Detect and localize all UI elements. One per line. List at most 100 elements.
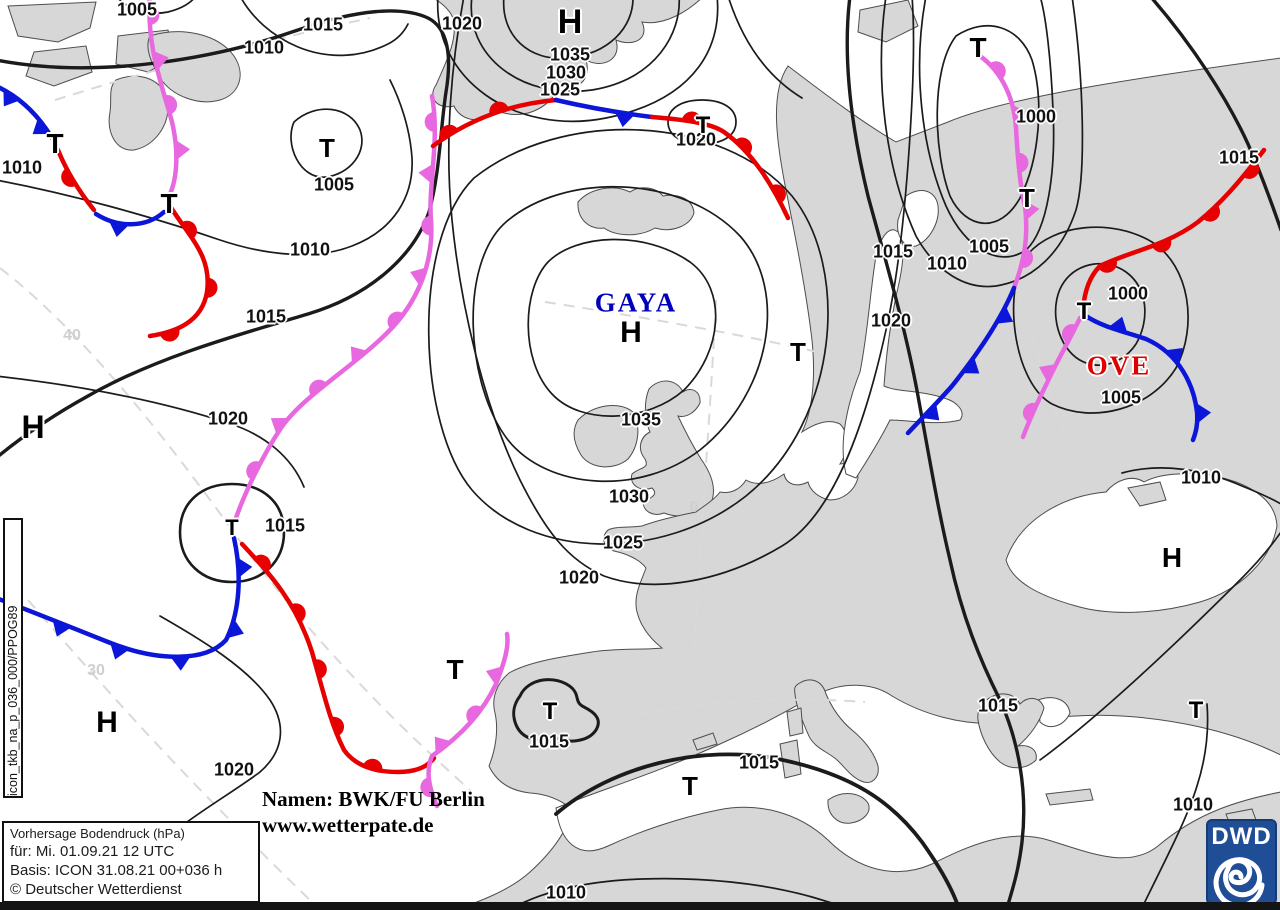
isobar-1010 xyxy=(241,0,409,57)
land-svalbard xyxy=(108,75,169,151)
dwd-logo: DWD xyxy=(1206,819,1277,909)
front-symbol-bump xyxy=(206,277,218,298)
low-pressure-marker: T xyxy=(682,771,698,801)
land-arctic-island xyxy=(7,1,97,43)
land-sardinia xyxy=(779,739,802,779)
pressure-label: 1015 xyxy=(245,306,287,327)
land-balearic xyxy=(692,732,718,751)
pressure-label: 1015 xyxy=(528,731,570,752)
isobar-line xyxy=(1039,531,1280,761)
low-pressure-marker: T xyxy=(319,133,335,163)
product-id-label: icon_tkb_na_p_036_000/PPOG89 xyxy=(6,605,20,796)
isobar-1010 xyxy=(0,79,413,256)
land-italy xyxy=(794,679,879,783)
isobar-1005 xyxy=(1012,226,1189,414)
front-symbol-bump xyxy=(164,94,178,115)
isobar-1010 xyxy=(1121,467,1280,505)
pressure-label: 1015 xyxy=(738,752,780,773)
low-pressure-marker: T xyxy=(542,698,558,725)
land-crimea xyxy=(1127,481,1167,507)
front-symbol-bump xyxy=(181,220,197,239)
front-layer xyxy=(0,0,1267,809)
front-symbol-bump xyxy=(1061,324,1077,343)
isobar-1035 xyxy=(502,0,634,60)
info-model-basis: Basis: ICON 31.08.21 00+036 h xyxy=(10,862,223,879)
front-symbol-tri xyxy=(1196,403,1212,424)
isobar-1010 xyxy=(880,0,1084,288)
pressure-label: 1010 xyxy=(1180,467,1222,488)
isobar-1020 xyxy=(0,375,305,488)
land-greenland xyxy=(432,0,701,121)
land-ireland xyxy=(573,405,639,468)
front-symbol-bump xyxy=(489,101,509,115)
high-pressure-marker: H xyxy=(96,706,118,739)
pressure-label: 1020 xyxy=(213,759,255,780)
pressure-label: 1005 xyxy=(313,174,355,195)
front-symbol-tri xyxy=(237,557,253,578)
graticule-label: 0 xyxy=(689,499,699,516)
graticule-line xyxy=(635,698,866,715)
bottom-border-strip xyxy=(0,902,1280,910)
front-symbol-bump xyxy=(439,124,459,140)
land-britain xyxy=(631,380,714,517)
low-pressure-marker: T xyxy=(790,337,806,367)
sea-black-sea xyxy=(1005,473,1278,613)
graticule-layer xyxy=(0,17,1069,910)
front-symbol-tri xyxy=(485,666,503,686)
front-cold xyxy=(553,97,655,120)
low-pressure-marker: T xyxy=(969,32,987,63)
land-sicily xyxy=(827,793,870,824)
front-occluded xyxy=(147,0,179,201)
info-copyright: © Deutscher Wetterdienst xyxy=(10,881,182,898)
front-symbol-bump xyxy=(1020,248,1034,268)
isobar-1015 xyxy=(845,0,1026,910)
front-symbol-tri xyxy=(410,267,427,287)
front-occluded xyxy=(233,93,438,521)
credits-website: www.wetterpate.de xyxy=(262,813,434,838)
isobar-1015 xyxy=(178,482,286,584)
front-symbol-tri xyxy=(922,403,940,421)
pressure-label: 1005 xyxy=(116,0,158,20)
front-symbol-tri xyxy=(170,656,191,671)
graticule-line xyxy=(27,599,321,910)
isobar-1020 xyxy=(447,0,915,586)
low-pressure-marker: T xyxy=(46,128,64,159)
sea-white-sea xyxy=(897,190,939,247)
front-symbol-tri xyxy=(1108,316,1128,334)
high-pressure-marker: H xyxy=(21,409,45,445)
pressure-label: 1020 xyxy=(558,567,600,588)
pressure-label: 1010 xyxy=(243,37,285,58)
front-cold xyxy=(93,209,167,227)
front-symbol-tri xyxy=(1165,348,1183,365)
pressure-label: 1000 xyxy=(1015,106,1057,127)
front-symbol-bump xyxy=(61,168,77,187)
isobar-1005 xyxy=(118,0,194,15)
front-symbol-bump xyxy=(466,705,483,724)
front-symbol-bump xyxy=(771,184,786,204)
front-symbol-bump xyxy=(681,111,702,124)
front-warm xyxy=(1080,147,1267,313)
isobar-1015 xyxy=(554,752,962,910)
pressure-label: 1035 xyxy=(549,44,591,65)
pressure-label: 1010 xyxy=(926,253,968,274)
graticule-label: 40 xyxy=(63,327,81,344)
front-symbol-bump xyxy=(1017,152,1029,173)
front-occluded xyxy=(977,53,1029,291)
pressure-label: 1030 xyxy=(608,486,650,507)
front-symbol-tri xyxy=(614,111,635,128)
front-symbol-tri xyxy=(3,89,20,107)
dwd-spiral-icon xyxy=(1213,857,1265,909)
front-symbol-tri xyxy=(962,357,980,374)
pressure-label: 1010 xyxy=(545,882,587,903)
front-warm xyxy=(430,97,559,149)
pressure-label: 1010 xyxy=(1172,794,1214,815)
front-symbol-tri xyxy=(418,163,434,184)
isobar-1015 xyxy=(512,678,600,743)
front-symbol-tri xyxy=(110,643,130,660)
graticule-line xyxy=(0,267,471,791)
pressure-label: 1020 xyxy=(675,129,717,150)
front-symbol-tri xyxy=(227,619,244,639)
land-crete xyxy=(1045,788,1094,806)
credits-block: Namen: BWK/FU Berlin www.wetterpate.de xyxy=(262,786,485,839)
